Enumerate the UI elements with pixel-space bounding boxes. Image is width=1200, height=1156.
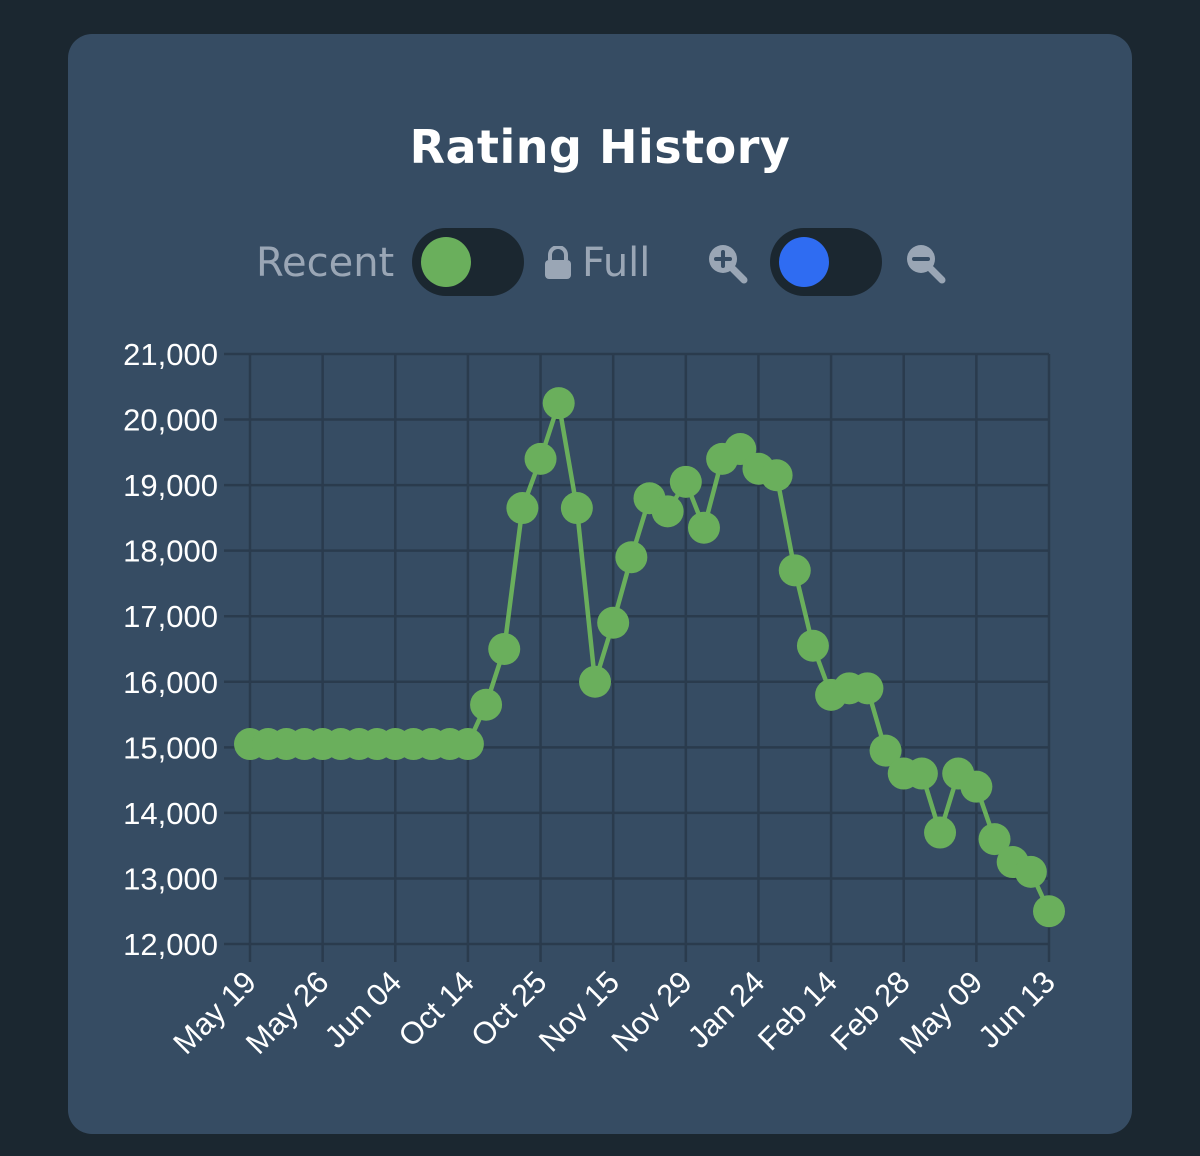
- data-point: [542, 387, 575, 420]
- zoom-toggle-knob[interactable]: [779, 237, 829, 287]
- data-point: [560, 492, 593, 525]
- y-tick-label: 12,000: [123, 927, 218, 962]
- full-label: Full: [582, 240, 651, 286]
- y-tick-label: 17,000: [123, 599, 218, 634]
- data-point: [506, 492, 539, 525]
- rating-series: [234, 387, 1065, 928]
- y-tick-label: 19,000: [123, 468, 218, 503]
- zoom-out-icon[interactable]: [904, 242, 946, 284]
- y-tick-label: 13,000: [123, 861, 218, 896]
- data-point: [597, 606, 630, 639]
- data-point: [778, 554, 811, 587]
- y-tick-label: 16,000: [123, 665, 218, 700]
- data-point: [1033, 895, 1065, 928]
- chart-grid: [224, 352, 1051, 962]
- data-point: [579, 665, 612, 698]
- range-toggle[interactable]: [412, 228, 524, 296]
- data-point: [869, 734, 902, 767]
- y-tick-label: 15,000: [123, 730, 218, 765]
- x-tick-label: Feb 14: [751, 964, 844, 1057]
- zoom-toggle[interactable]: [770, 228, 882, 296]
- data-point: [905, 757, 938, 790]
- chart-controls: Recent Full: [68, 224, 1132, 304]
- data-point: [960, 770, 993, 803]
- data-point: [687, 511, 720, 544]
- data-point: [978, 823, 1011, 856]
- data-point: [524, 442, 557, 475]
- data-point: [651, 495, 684, 528]
- y-axis-ticks: 12,000 13,000 14,000 15,000 16,000 17,000 18,0…: [123, 337, 218, 962]
- data-point: [1014, 855, 1047, 888]
- x-tick-label: May 26: [239, 964, 336, 1061]
- data-point: [488, 633, 521, 665]
- x-tick-label: May 09: [893, 964, 990, 1061]
- x-tick-label: Jun 13: [971, 964, 1062, 1055]
- y-tick-label: 20,000: [123, 403, 218, 438]
- data-point: [796, 629, 829, 662]
- zoom-in-icon[interactable]: [706, 242, 748, 284]
- x-tick-label: Nov 15: [532, 964, 626, 1058]
- data-point: [615, 541, 648, 574]
- x-tick-label: Nov 29: [605, 964, 699, 1058]
- y-tick-label: 21,000: [123, 337, 218, 372]
- data-point: [760, 459, 793, 492]
- lock-icon: [545, 246, 571, 279]
- x-tick-label: Jan 24: [681, 964, 772, 1055]
- x-tick-label: Oct 14: [392, 964, 481, 1053]
- data-point: [669, 465, 702, 498]
- recent-label: Recent: [256, 240, 395, 286]
- data-point: [451, 728, 484, 761]
- data-point: [470, 688, 503, 721]
- chart-title: Rating History: [409, 120, 791, 174]
- y-tick-label: 18,000: [123, 534, 218, 569]
- data-point: [924, 816, 957, 849]
- data-point: [851, 672, 884, 705]
- range-toggle-knob[interactable]: [421, 237, 471, 287]
- rating-history-card: Rating History Recent Full: [68, 34, 1132, 1134]
- y-tick-label: 14,000: [123, 796, 218, 831]
- x-tick-label: Jun 04: [318, 964, 409, 1055]
